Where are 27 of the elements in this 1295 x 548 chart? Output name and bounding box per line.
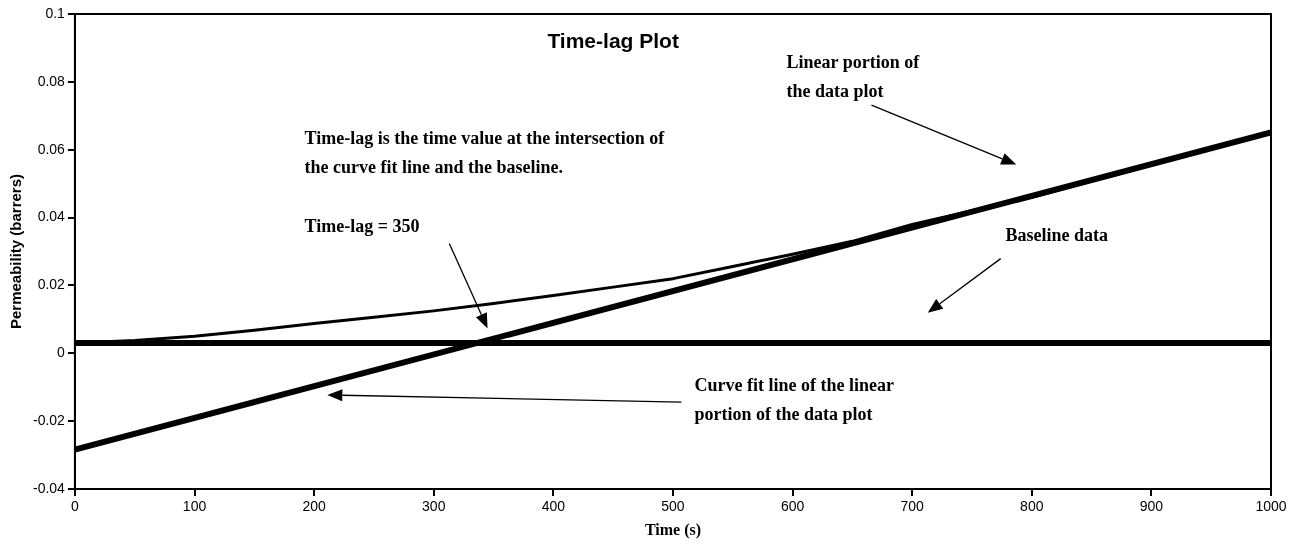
y-tick-label: 0.06 bbox=[37, 140, 66, 157]
x-tick-label: 300 bbox=[422, 498, 446, 515]
y-tick-label: 0.08 bbox=[37, 72, 66, 89]
x-tick-label: 600 bbox=[780, 498, 805, 515]
x-tick-label: 1000 bbox=[1255, 498, 1287, 515]
x-tick-label: 100 bbox=[182, 498, 207, 515]
x-tick-label: 0 bbox=[71, 498, 80, 515]
x-tick-label: 400 bbox=[541, 498, 566, 515]
text: Time-lag Plot bbox=[547, 29, 679, 53]
annotation: Time-lag = 350 bbox=[304, 215, 420, 236]
x-tick-label: 200 bbox=[302, 498, 327, 515]
annotation: Baseline data bbox=[1005, 225, 1108, 246]
annotation: Time-lag is the time value at the intersection of the curve fit line and the baseline. bbox=[304, 128, 666, 178]
y-tick-label: 0 bbox=[57, 344, 66, 361]
y-tick-label: 0.04 bbox=[37, 208, 66, 225]
x-tick-label: 700 bbox=[900, 498, 925, 515]
annotation: Linear portion of the data plot bbox=[786, 52, 921, 102]
y-tick-label: 0.1 bbox=[45, 4, 66, 21]
y-axis-title: Permeability (barrers) bbox=[7, 173, 25, 330]
annotation: Curve fit line of the linear portion of the data plot bbox=[694, 375, 894, 425]
x-tick-label: 900 bbox=[1139, 498, 1164, 515]
y-tick-label: -0.04 bbox=[32, 479, 66, 496]
x-tick-label: 500 bbox=[661, 498, 685, 515]
y-tick-label: 0.02 bbox=[37, 276, 66, 293]
x-axis-title: Time (s) bbox=[644, 520, 702, 539]
y-tick-label: -0.02 bbox=[32, 412, 66, 428]
x-tick-label: 800 bbox=[1020, 498, 1044, 515]
